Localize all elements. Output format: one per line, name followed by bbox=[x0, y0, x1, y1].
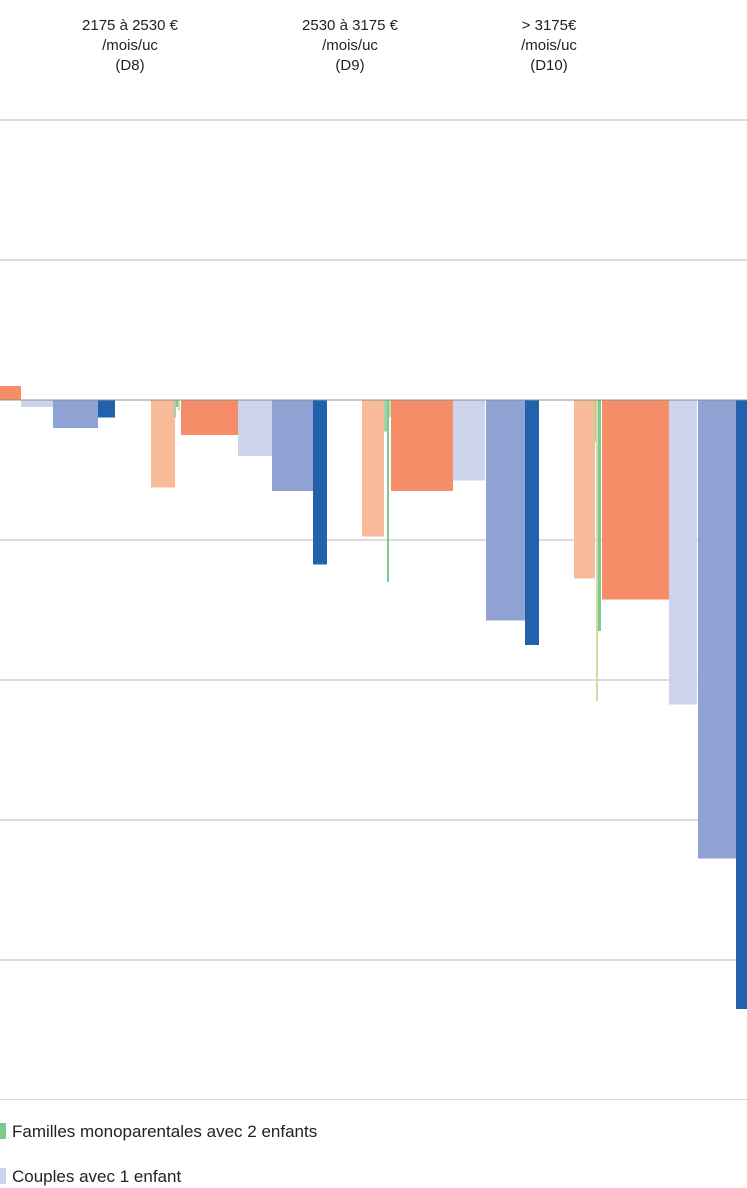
category-label-d8-line1: 2175 à 2530 € bbox=[82, 17, 178, 34]
category-label-d9: 2530 à 3175 € /mois/uc (D9) bbox=[265, 16, 435, 76]
bar-series4-cat2 bbox=[602, 400, 670, 600]
bar-series1-cat0 bbox=[174, 400, 176, 418]
bar-series3-cat1 bbox=[389, 400, 391, 418]
bar-series6-cat1 bbox=[486, 400, 525, 621]
bar-partial-1 bbox=[21, 400, 53, 407]
bar-series4-cat1 bbox=[391, 400, 453, 491]
category-label-d10: > 3175€ /mois/uc (D10) bbox=[464, 16, 634, 76]
category-label-d8-line3: (D8) bbox=[115, 57, 145, 74]
legend-swatch-couples-1-enfant bbox=[0, 1168, 6, 1184]
legend-item-familles-monoparentales: Familles monoparentales avec 2 enfants bbox=[0, 1121, 317, 1143]
legend-swatch-familles-monoparentales bbox=[0, 1123, 6, 1139]
bar-series5-cat0 bbox=[238, 400, 272, 456]
bar-series6-cat2 bbox=[698, 400, 736, 859]
category-label-d9-line2: /mois/uc bbox=[322, 37, 378, 54]
legend-item-couples-1-enfant: Couples avec 1 enfant bbox=[0, 1166, 181, 1188]
bar-series3-cat2 bbox=[596, 400, 598, 701]
category-label-d10-line3: (D10) bbox=[530, 57, 568, 74]
bar-series3-cat0 bbox=[178, 400, 180, 411]
bar-partial-3 bbox=[98, 400, 115, 418]
bar-series7-cat1 bbox=[525, 400, 539, 645]
gridlines bbox=[0, 119, 747, 1100]
bar-series5-cat2 bbox=[669, 400, 697, 705]
legend-label-familles-monoparentales: Familles monoparentales avec 2 enfants bbox=[12, 1122, 318, 1141]
bars bbox=[0, 386, 747, 1009]
bar-partial-2 bbox=[53, 400, 98, 428]
bar-partial-0 bbox=[0, 386, 21, 400]
bar-series0-cat1 bbox=[362, 400, 384, 537]
category-label-d10-line1: > 3175€ bbox=[521, 17, 577, 34]
bar-series7-cat0 bbox=[313, 400, 327, 565]
bar-series0-cat0 bbox=[151, 400, 175, 488]
bar-series2-cat1 bbox=[387, 400, 389, 582]
bar-series1-cat1 bbox=[384, 400, 387, 432]
bar-series7-cat2 bbox=[736, 400, 747, 1009]
legend-label-couples-1-enfant: Couples avec 1 enfant bbox=[12, 1167, 182, 1186]
bar-series0-cat2 bbox=[574, 400, 595, 579]
bar-series5-cat1 bbox=[453, 400, 485, 481]
category-label-d9-line1: 2530 à 3175 € bbox=[302, 17, 398, 34]
bar-series6-cat0 bbox=[272, 400, 313, 491]
plot-area bbox=[0, 119, 747, 1100]
category-label-d10-line2: /mois/uc bbox=[521, 37, 577, 54]
category-label-d8: 2175 à 2530 € /mois/uc (D8) bbox=[45, 16, 215, 76]
category-label-d8-line2: /mois/uc bbox=[102, 37, 158, 54]
bar-series2-cat2 bbox=[598, 400, 601, 631]
category-label-d9-line3: (D9) bbox=[335, 57, 365, 74]
bar-series2-cat0 bbox=[176, 400, 178, 407]
